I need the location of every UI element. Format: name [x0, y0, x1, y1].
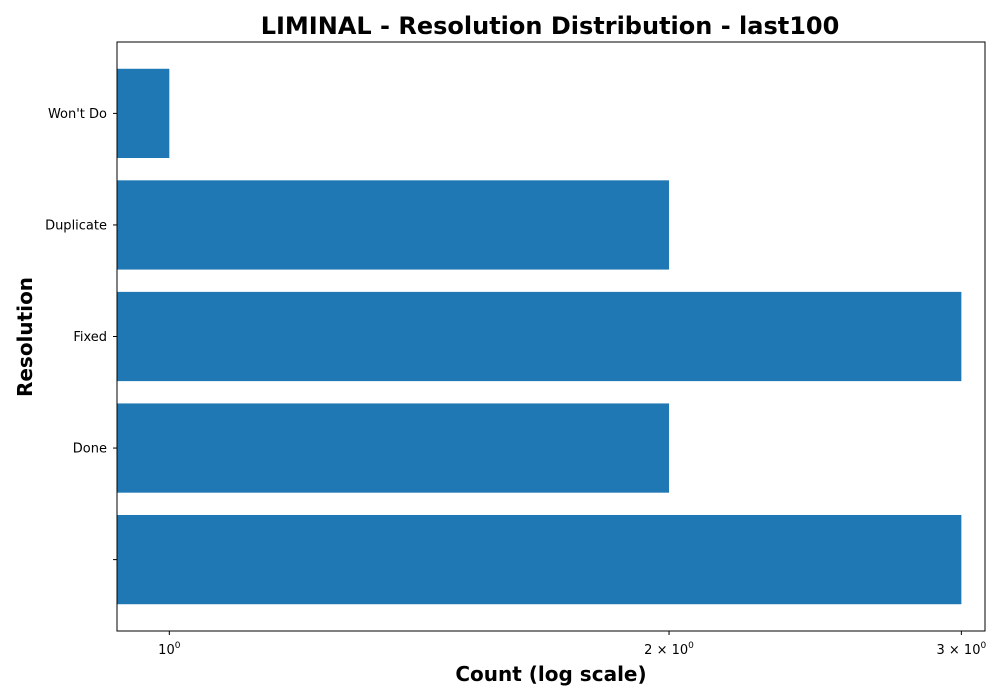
bar [117, 403, 670, 493]
bar [117, 180, 670, 270]
y-tick-label: Duplicate [45, 218, 107, 233]
x-tick-label: 100 [158, 641, 181, 658]
bars-group [117, 68, 962, 605]
y-tick-label: Fixed [73, 330, 107, 345]
x-axis-label: Count (log scale) [455, 662, 646, 686]
y-axis-label: Resolution [13, 277, 37, 397]
bar [117, 514, 962, 605]
x-tick-label: 2 × 100 [644, 641, 694, 658]
bar [117, 68, 170, 159]
y-tick-label: Done [73, 442, 107, 457]
bar [117, 291, 962, 382]
x-tick-label: 3 × 100 [937, 641, 987, 658]
chart-title: LIMINAL - Resolution Distribution - last… [261, 12, 840, 40]
y-tick-label: Won't Do [48, 107, 107, 122]
y-axis-ticks: Done Fixed Duplicate Won't Do [45, 107, 117, 561]
x-axis-ticks: 100 2 × 100 3 × 100 [158, 631, 986, 658]
